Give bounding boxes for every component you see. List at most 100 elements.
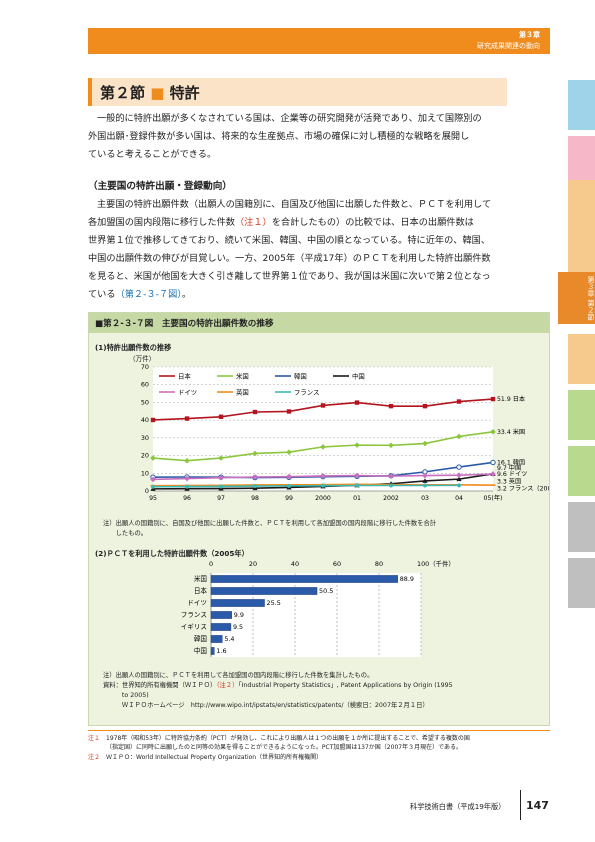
data-point — [490, 459, 496, 466]
category-label: 日本 — [194, 586, 208, 595]
data-point — [287, 483, 291, 488]
figure-box: ■第２-３-７図 主要国の特許出願件数の推移 (1)特許出願件数の推移 （万件）… — [88, 312, 550, 726]
category-label: 米国 — [194, 574, 208, 583]
line-chart: 0 10 20 30 40 50 60 70 95 96 97 98 99 2000 01 2002 03 04 0… — [141, 363, 549, 502]
footnote-2-line-1: ＷＩＰＯ：World Intellectual Property Organiz… — [106, 754, 323, 761]
data-point — [457, 483, 461, 488]
subheading: （主要国の特許出願・登録動向） — [88, 181, 232, 192]
bar-value-label: 50.5 — [319, 587, 333, 595]
footnote-rule — [88, 730, 550, 731]
footnote-1: 注１ 1978年（昭和53年）に特許協力条約（PCT）が発効し、これにより出願人は… — [88, 734, 550, 752]
y-tick-label: 0 — [145, 487, 149, 495]
bar-plot-area — [211, 573, 421, 657]
header-band: 第３章 研究成果関連の動向 — [88, 28, 550, 54]
section-name: 特許 — [169, 84, 200, 102]
legend-entry: 韓国 — [294, 371, 307, 380]
side-tab-active: 第３章 第２節 — [558, 272, 595, 324]
body-line-3: 世界第１位で推移してきており、続いて米国、韓国、中国の順となっている。特に近年の… — [88, 235, 491, 246]
legend-entry: フランス — [294, 388, 319, 396]
bar — [210, 647, 215, 655]
category-label: フランス — [181, 611, 207, 619]
body-line-2c: を合計したもの）の比較では、日本の出願件数は — [271, 217, 474, 228]
body-line-6: ている（第２-３-７図）。 — [88, 286, 550, 304]
x-tick-label: 04 — [455, 495, 463, 502]
body-line-2a: 各加盟国の国内段階に移行した件数 — [88, 217, 235, 228]
bar — [210, 623, 232, 631]
data-point — [219, 484, 223, 489]
footer-rule — [520, 790, 521, 820]
chart1-note-line-2: したもの。 — [103, 530, 148, 537]
series-end-label: 3.3 英国 — [497, 477, 521, 485]
x-tick-label: 0 — [209, 560, 213, 568]
series-end-label: 16.1 韓国 — [497, 458, 525, 466]
footnote-1-line-1: 1978年（昭和53年）に特許協力条約（PCT）が発効し、これにより出願人は１つ… — [106, 735, 470, 742]
bar-value-label: 88.9 — [400, 575, 414, 583]
intro-line-1: 一般的に特許出願が多くなされている国は、企業等の研究開発が活発であり、加えて国際… — [97, 113, 482, 124]
data-point — [218, 455, 224, 461]
note-ref-1: （注１） — [235, 217, 272, 228]
source-line-2: to 2005) — [103, 692, 149, 699]
data-point — [252, 409, 258, 415]
source-line-1: 資料：世界知的所有権機関（ＷＩＰＯ）（注２）「Industrial Proper… — [103, 681, 453, 691]
section-title-bar: 第２節 ■ 特許 — [88, 78, 507, 106]
x-tick-label: 96 — [183, 495, 191, 502]
y-tick-label: 70 — [141, 363, 149, 371]
x-unit-label: 100（千件） — [417, 559, 455, 568]
y-tick-label: 10 — [141, 469, 149, 477]
bar — [210, 587, 318, 595]
chart2-note: 注）出願人の国籍別に、ＰＣＴを利用して各加盟国の国内段階に移行した件数を集計した… — [103, 672, 374, 679]
figure-title: ■第２-３-７図 主要国の特許出願件数の推移 — [95, 319, 274, 329]
side-tab-2 — [568, 136, 595, 186]
x-tick-label: 98 — [251, 495, 259, 502]
bar — [210, 599, 265, 607]
data-point — [354, 442, 360, 448]
bar-value-label: 9.9 — [234, 611, 244, 619]
data-point — [456, 433, 462, 440]
data-point — [422, 478, 428, 483]
category-label: 中国 — [194, 646, 208, 655]
body-line-6a: ている — [88, 289, 116, 300]
data-point — [320, 403, 326, 408]
chart1-title: (1)特許出願件数の推移 — [95, 343, 172, 352]
data-point — [151, 484, 155, 489]
data-point — [355, 483, 359, 488]
bar-chart: 0 20 40 60 80 100（千件） 米国 88.9 日本 50.5 ドイツ 25.5 フランス 9… — [181, 559, 455, 657]
series-end-label: 9.6 ドイツ — [497, 471, 527, 478]
chapter-subtitle: 研究成果関連の動向 — [477, 42, 540, 50]
x-tick-label: 03 — [421, 495, 429, 502]
chart2-title: (2)ＰＣＴを利用した特許出願件数（2005年） — [95, 549, 249, 558]
bar-value-label: 1.6 — [216, 647, 226, 655]
series-end-label: 51.9 日本 — [497, 395, 525, 403]
figure-ref-link[interactable]: （第２-３-７図） — [115, 289, 182, 300]
data-point — [150, 476, 156, 483]
body-line-2: 各加盟国の国内段階に移行した件数（注１）を合計したもの）の比較では、日本の出願件… — [88, 214, 550, 232]
side-tab-7 — [568, 390, 595, 440]
data-point — [354, 400, 360, 405]
x-tick-label: 05(年) — [484, 494, 503, 502]
chart2-notes: 注）出願人の国籍別に、ＰＣＴを利用して各加盟国の国内段階に移行した件数を集計した… — [103, 671, 453, 711]
side-tab-8 — [568, 446, 595, 496]
data-point — [456, 476, 462, 482]
legend-entry: 中国 — [352, 371, 365, 380]
data-point — [456, 464, 462, 470]
body-line-6c: 。 — [181, 289, 192, 300]
data-point — [184, 457, 190, 464]
x-tick-label: 2000 — [315, 495, 331, 502]
section-number: 第２節 — [100, 84, 146, 102]
source-1a: 資料：世界知的所有権機関（ＷＩＰＯ） — [103, 682, 217, 689]
y-tick-label: 40 — [141, 416, 149, 424]
x-tick-label: 01 — [353, 495, 361, 502]
section-title: 第２節 ■ 特許 — [100, 82, 200, 103]
data-point — [286, 449, 292, 456]
data-point — [388, 473, 394, 479]
series-end-label: 9.7 中国 — [497, 464, 521, 472]
chart1-unit: （万件） — [129, 355, 156, 363]
publication-title: 科学技術白書（平成19年版） — [410, 802, 506, 811]
series-end-label: 33.4 米国 — [497, 428, 525, 436]
source-line-3: ＷＩＰＯホームページ http://www.wipo.int/ipstats/e… — [103, 702, 429, 709]
data-point — [388, 403, 394, 409]
page-number: 147 — [526, 799, 549, 812]
data-point — [490, 471, 496, 477]
data-point — [253, 484, 257, 489]
side-tab-6 — [568, 334, 595, 384]
